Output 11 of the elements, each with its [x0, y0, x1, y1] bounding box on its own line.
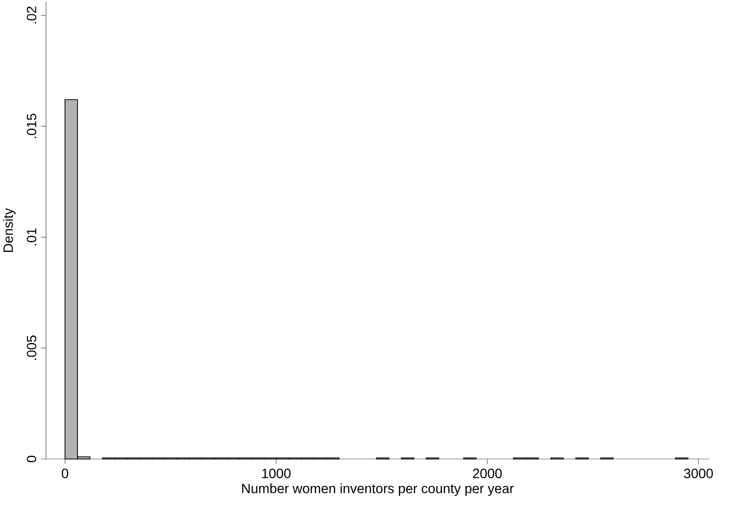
- x-tick-label: 1000: [262, 468, 291, 478]
- y-tick-label: .02: [26, 6, 36, 24]
- y-tick-label: .01: [26, 228, 36, 246]
- x-tick-label: 3000: [684, 468, 713, 478]
- y-tick-label: .015: [26, 114, 36, 138]
- x-tick-label: 2000: [473, 468, 502, 478]
- y-tick-label: .005: [26, 336, 36, 360]
- y-axis-title: Density: [3, 208, 16, 252]
- x-tick-label: 0: [62, 468, 68, 478]
- y-tick-label: 0: [26, 456, 36, 462]
- x-axis-title: Number women inventors per county per year: [242, 483, 514, 496]
